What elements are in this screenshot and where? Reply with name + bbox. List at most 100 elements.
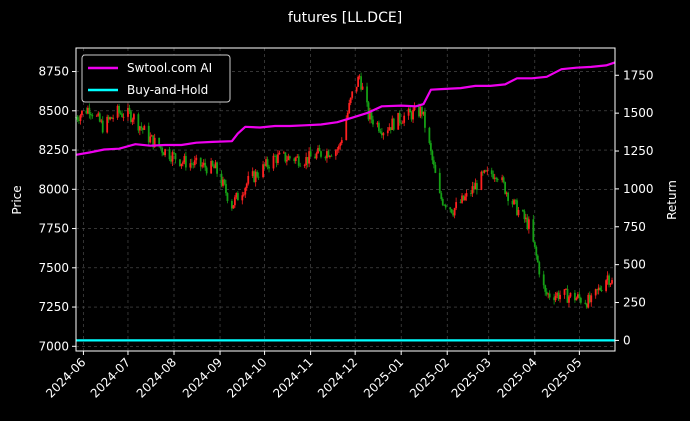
candle-body [254,171,257,183]
candle-body [372,119,374,125]
candle-body [400,122,403,124]
candle-body [309,151,312,157]
candle-body [380,132,383,136]
left-axis: 7000 7250 7500 7750 8000 8250 8500 8750 [38,65,76,353]
candle-body [79,115,82,121]
candle-body [419,107,422,117]
candle-body [131,119,134,122]
right-tick-label: 1500 [623,106,654,120]
candle-body [184,156,187,168]
candle-body [314,156,316,159]
candle-body [559,294,561,300]
candle-body [98,113,101,122]
candle-body [418,106,420,117]
candle-body [397,112,400,130]
candle-body [293,158,296,162]
candle-body [277,154,279,163]
candle-body [336,149,339,151]
candle-body [449,207,452,210]
candle-body [204,162,207,168]
candle-body [320,151,322,157]
candle-body [484,170,487,172]
candle-body [606,275,609,281]
candle-body [168,149,171,160]
candle-body [409,108,411,113]
candle-body [594,289,597,296]
candle-body [511,201,514,205]
candle-body [213,165,215,169]
candle-body [235,192,238,198]
left-tick-label: 8250 [38,143,69,157]
right-tick-label: 1000 [623,182,654,196]
candle-body [609,283,612,285]
candle-body [220,173,223,186]
candle-body [391,118,394,130]
candle-body [486,170,489,172]
candle-body [285,160,288,162]
candle-body [382,133,385,136]
candle-body [158,137,161,147]
candle-body [233,197,236,206]
candle-body [441,198,444,205]
right-tick-label: 1750 [623,68,654,82]
candle-body [143,125,146,130]
candle-body [152,135,155,148]
candle-body [76,117,79,120]
candle-body [492,174,495,179]
candle-body [557,292,560,300]
candle-body [170,159,172,162]
candle-body [501,177,504,181]
candle-body [590,295,593,303]
candle-body [339,143,342,147]
candle-body [78,119,80,121]
candle-body [162,152,165,156]
candle-body [422,111,425,115]
candle-body [349,97,352,104]
candle-body [147,125,150,143]
candle-body [389,127,392,130]
candle-body [130,111,132,122]
candle-body [443,204,446,206]
candle-body [164,149,166,156]
candle-body [599,287,602,290]
candle-body [150,135,153,137]
candle-body [431,151,434,161]
left-tick-label: 7000 [38,339,69,353]
candle-body [585,303,588,308]
candle-body [236,192,239,201]
candle-body [357,76,360,87]
candle-body [369,111,371,120]
candle-body [424,111,426,128]
candle-body [256,171,259,177]
candle-body [189,163,192,168]
left-tick-label: 7750 [38,222,69,236]
candle-body [97,113,100,116]
x-tick-label: 2024-10 [224,355,269,400]
candle-body [216,162,218,174]
candle-body [578,294,581,298]
candle-body [438,172,441,194]
x-tick-label: 2024-11 [270,355,315,400]
candle-body [262,164,264,178]
candle-body [432,160,435,165]
candle-body [474,183,477,190]
candle-body [410,112,413,120]
candle-body [141,128,144,130]
candle-body [579,297,582,303]
candle-body [527,219,530,230]
candle-body [444,204,447,208]
candle-body [597,287,600,291]
candle-body [179,159,181,167]
candle-body [544,285,547,292]
candle-body [523,211,526,220]
candle-body [370,111,373,120]
candle-body [278,152,281,155]
candle-body [205,167,208,174]
candle-body [199,157,202,167]
candle-body [516,200,518,216]
candle-body [517,209,520,216]
candle-body [605,280,607,291]
candle-body [412,110,414,120]
candle-body [453,208,456,216]
candle-body [330,155,333,157]
